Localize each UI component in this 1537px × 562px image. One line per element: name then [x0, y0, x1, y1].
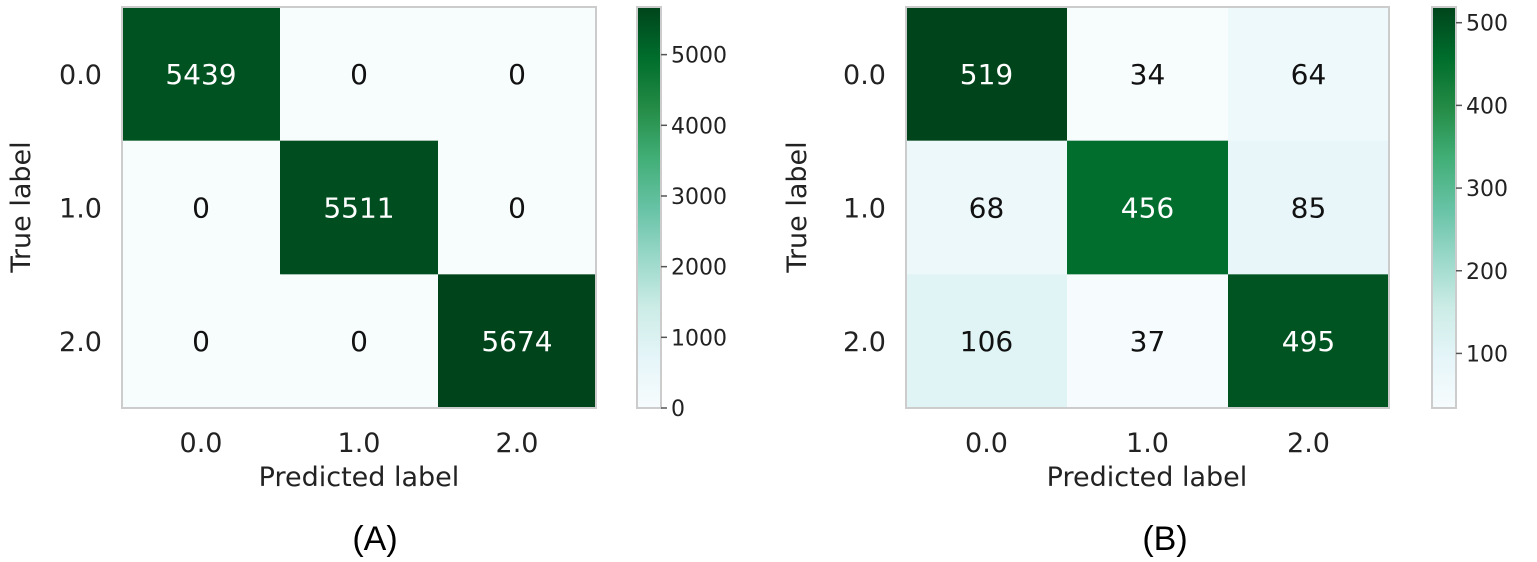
cell-1-1: [1067, 140, 1229, 275]
cell-2-1: [280, 274, 439, 409]
cell-0-0: [122, 7, 281, 142]
colorbar-tick-label: 0: [671, 397, 685, 422]
colorbar-tick-label: 400: [1466, 94, 1508, 119]
cell-labels-b: 519 34 64 68 456 85 106 37 495: [960, 58, 1335, 358]
cell-value-2-2: 5674: [481, 325, 552, 358]
cell-value-2-1: 0: [350, 325, 368, 358]
cell-0-1: [280, 7, 439, 142]
cell-value-1-2: 0: [508, 192, 526, 225]
cell-value-2-2: 495: [1282, 325, 1335, 358]
panel-label-b: (B): [1142, 520, 1187, 558]
y-tick-label: 0.0: [843, 60, 886, 91]
cells-b: [906, 7, 1390, 409]
colorbar-tick-label: 100: [1466, 342, 1508, 367]
cell-2-2: [1228, 274, 1390, 409]
cell-value-1-0: 68: [969, 192, 1005, 225]
cell-value-1-1: 456: [1121, 192, 1174, 225]
cell-0-2: [438, 7, 597, 142]
cell-1-2: [1228, 140, 1390, 275]
cell-value-0-1: 34: [1130, 58, 1166, 91]
cell-value-0-0: 5439: [165, 58, 236, 91]
colorbar-tick-label: 2000: [671, 256, 727, 281]
cell-2-0: [122, 274, 281, 409]
colorbar-a: [636, 6, 662, 409]
x-tick-label: 2.0: [1287, 428, 1330, 459]
colorbar-tick-label: 300: [1466, 177, 1508, 202]
colorbar-tick-label: 500: [1466, 12, 1508, 37]
cells-a: [122, 7, 597, 409]
y-tick-label: 2.0: [59, 327, 102, 358]
cell-value-1-0: 0: [192, 192, 210, 225]
y-tick-label: 2.0: [843, 327, 886, 358]
y-axis-label-a: True label: [6, 141, 37, 273]
cell-0-2: [1228, 7, 1390, 142]
cell-value-1-1: 5511: [323, 192, 394, 225]
cell-value-2-0: 0: [192, 325, 210, 358]
cell-1-1: [280, 140, 439, 275]
x-tick-label: 1.0: [1126, 428, 1169, 459]
plot-frame-b: [905, 6, 1390, 409]
colorbar-ticks-a: 0 1000 2000 3000 4000 5000: [661, 44, 727, 422]
plot-frame-a: [121, 6, 597, 409]
cell-2-2: [438, 274, 597, 409]
x-tick-label: 0.0: [180, 428, 223, 459]
cell-value-0-0: 519: [960, 58, 1013, 91]
cell-labels-a: 5439 0 0 0 5511 0 0 0 5674: [165, 58, 552, 358]
cell-1-2: [438, 140, 597, 275]
cell-1-0: [122, 140, 281, 275]
y-tick-labels-b: 0.0 1.0 2.0: [843, 60, 886, 358]
colorbar-tick-label: 200: [1466, 260, 1508, 285]
x-tick-label: 2.0: [496, 428, 539, 459]
cell-0-1: [1067, 7, 1229, 142]
y-axis-label-b: True label: [782, 141, 813, 273]
colorbar-tick-label: 3000: [671, 185, 727, 210]
cell-value-2-0: 106: [960, 325, 1013, 358]
colorbar-tick-label: 1000: [671, 326, 727, 351]
x-tick-label: 0.0: [965, 428, 1008, 459]
cell-1-0: [906, 140, 1068, 275]
x-tick-labels-b: 0.0 1.0 2.0: [965, 428, 1330, 459]
x-axis-label-a: Predicted label: [259, 462, 460, 493]
colorbar-tick-label: 5000: [671, 44, 727, 69]
y-tick-labels-a: 0.0 1.0 2.0: [59, 60, 102, 358]
cell-2-0: [906, 274, 1068, 409]
y-tick-label: 1.0: [843, 194, 886, 225]
y-tick-label: 0.0: [59, 60, 102, 91]
confusion-matrix-a: 5439 0 0 0 5511 0 0 0 5674 0.0 1.0 2.0 0.0 1.0 2.0 P…: [6, 6, 727, 558]
x-tick-label: 1.0: [338, 428, 381, 459]
cell-value-0-1: 0: [350, 58, 368, 91]
y-tick-label: 1.0: [59, 194, 102, 225]
panel-label-a: (A): [352, 520, 397, 558]
colorbar-tick-label: 4000: [671, 114, 727, 139]
x-axis-label-b: Predicted label: [1047, 462, 1248, 493]
x-tick-labels-a: 0.0 1.0 2.0: [180, 428, 539, 459]
cell-value-0-2: 0: [508, 58, 526, 91]
confusion-matrix-b: 519 34 64 68 456 85 106 37 495 0.0 1.0 2.0 0.0 1.0 2…: [782, 6, 1508, 558]
cell-value-1-2: 85: [1291, 192, 1327, 225]
colorbar-ticks-b: 100 200 300 400 500: [1456, 12, 1508, 367]
colorbar-b: [1431, 6, 1457, 409]
cell-value-0-2: 64: [1291, 58, 1327, 91]
cell-2-1: [1067, 274, 1229, 409]
cell-value-2-1: 37: [1130, 325, 1166, 358]
cell-0-0: [906, 7, 1068, 142]
